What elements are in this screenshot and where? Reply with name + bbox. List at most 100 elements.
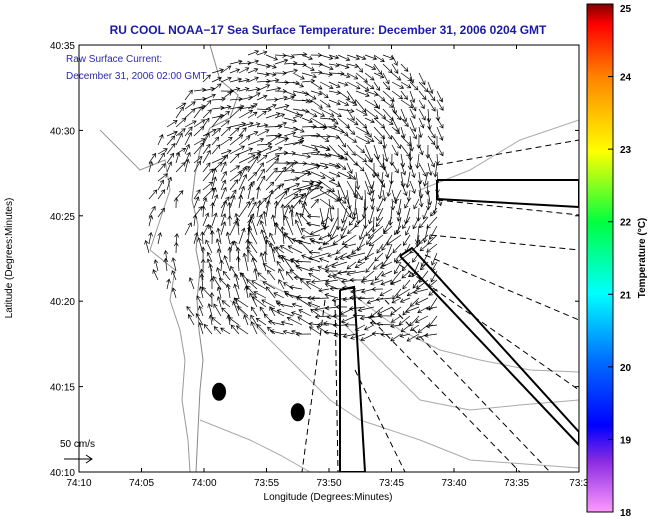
current-vector (211, 168, 216, 182)
current-vector (319, 72, 333, 76)
current-vector (193, 106, 203, 119)
current-vector (266, 286, 276, 299)
current-vector-head (369, 280, 375, 286)
current-vector-head (425, 205, 431, 211)
current-vector (229, 153, 240, 164)
current-vector (251, 306, 258, 317)
current-vector-head (355, 185, 361, 190)
current-vector (256, 95, 267, 101)
current-vector-head (325, 279, 330, 284)
current-vector (346, 72, 358, 80)
current-vector-head (295, 211, 300, 217)
current-vector-head (424, 87, 429, 93)
current-vector (426, 243, 438, 253)
current-vector (256, 146, 273, 155)
current-vector (148, 153, 156, 164)
current-vector-head (208, 181, 214, 186)
current-vector (391, 162, 399, 173)
current-vector (405, 207, 411, 224)
current-vector-head (328, 55, 334, 61)
current-vector-head (419, 265, 425, 271)
current-vector-head (419, 246, 425, 252)
current-vector (193, 232, 198, 245)
current-vector-head (362, 123, 368, 129)
current-vector (238, 148, 253, 155)
current-vector (319, 117, 336, 120)
current-vector (274, 81, 289, 84)
current-vector-head (227, 149, 232, 154)
current-vector-head (394, 69, 399, 74)
current-vector (409, 126, 417, 139)
current-vector-head (316, 325, 321, 330)
current-vector (418, 108, 426, 121)
current-vector (209, 264, 213, 281)
current-vector-head (405, 308, 410, 314)
current-vector-head (431, 133, 436, 139)
current-vector (281, 321, 294, 326)
current-vector (229, 127, 240, 137)
current-vector (274, 113, 285, 119)
plot-area (79, 45, 579, 472)
current-vector-head (353, 75, 359, 80)
current-vector-head (205, 132, 210, 138)
current-vector (394, 225, 402, 235)
current-vector-head (318, 70, 323, 75)
current-vector-head (213, 194, 219, 199)
current-vector (360, 333, 375, 341)
current-vector-head (324, 264, 330, 269)
current-vector (238, 154, 256, 164)
current-vector (427, 135, 436, 145)
current-vector-head (334, 197, 340, 202)
current-vector-head (212, 176, 217, 181)
current-vector (193, 196, 199, 209)
current-vector (238, 67, 249, 74)
current-vector-head (323, 330, 329, 335)
current-vector-head (253, 291, 258, 296)
current-vector-head (396, 144, 402, 149)
current-vector-head (213, 303, 218, 309)
current-vector-head (171, 287, 177, 293)
current-vector (246, 279, 258, 290)
current-vector-head (200, 119, 206, 124)
current-vector (418, 126, 422, 138)
current-vector (394, 252, 402, 263)
current-vector-head (367, 315, 373, 320)
current-vector-head (285, 271, 291, 276)
current-vector-head (355, 55, 361, 61)
current-vector (292, 153, 311, 158)
current-vector (247, 219, 251, 236)
current-vector (202, 88, 215, 92)
current-vector (166, 161, 172, 173)
current-vector (283, 126, 298, 131)
current-vector (184, 126, 193, 137)
current-vector-head (233, 272, 239, 278)
current-vector (292, 126, 305, 133)
current-vector (277, 309, 294, 317)
current-vector (274, 138, 288, 146)
current-vector-head (273, 167, 278, 173)
current-vector (211, 136, 219, 146)
current-vector-head (427, 201, 433, 206)
current-vector (389, 207, 393, 226)
current-vector-head (283, 282, 288, 287)
current-vector (184, 159, 189, 173)
current-vector-head (197, 237, 202, 242)
current-vector-head (222, 200, 228, 205)
current-vector-head (274, 222, 279, 228)
current-vector (416, 279, 429, 290)
current-vector-head (390, 323, 395, 329)
current-vector-head (188, 89, 193, 95)
current-vector-head (275, 246, 281, 251)
current-vector (397, 198, 402, 215)
current-vector-head (379, 163, 384, 169)
current-vector (265, 147, 283, 155)
current-vector-head (350, 116, 355, 121)
current-vector (430, 207, 438, 217)
current-vector-head (348, 221, 354, 226)
current-vector-head (280, 203, 286, 209)
current-vector (373, 99, 380, 109)
current-vector-head (173, 197, 179, 202)
current-vector-head (364, 86, 370, 91)
current-vector-head (411, 189, 416, 194)
current-vector-head (212, 275, 217, 281)
